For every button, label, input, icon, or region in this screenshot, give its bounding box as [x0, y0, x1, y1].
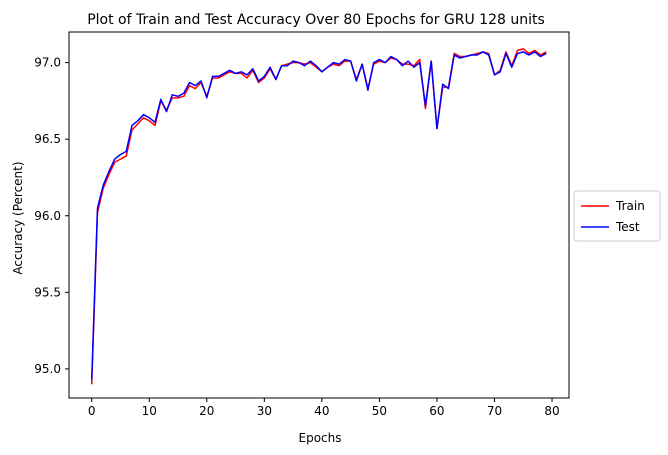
legend-label-test: Test	[615, 220, 640, 234]
y-tick-label: 96.5	[34, 132, 61, 146]
y-tick-label: 96.0	[34, 209, 61, 223]
x-tick-label: 80	[544, 404, 559, 418]
x-tick-label: 70	[487, 404, 502, 418]
legend: Train Test	[573, 190, 661, 242]
x-tick-label: 60	[429, 404, 444, 418]
plot-area: 0 10 20 30 40 50 60 70 80 95.0 95.5 96.0 96.5 97.0	[34, 31, 570, 418]
y-tick-label: 97.0	[34, 56, 61, 70]
x-tick-label: 20	[199, 404, 214, 418]
chart-title: Plot of Train and Test Accuracy Over 80 …	[87, 12, 545, 28]
plot-frame	[68, 31, 570, 399]
x-tick-label: 50	[372, 404, 387, 418]
y-tick-label: 95.0	[34, 362, 61, 376]
x-tick-label: 30	[257, 404, 272, 418]
x-tick-label: 0	[88, 404, 96, 418]
x-axis-label: Epochs	[299, 431, 342, 445]
y-tick-label: 95.5	[34, 285, 61, 299]
x-tick-label: 40	[314, 404, 329, 418]
legend-label-train: Train	[615, 199, 645, 213]
x-tick-label: 10	[142, 404, 157, 418]
legend-box	[573, 190, 661, 242]
y-axis-label: Accuracy (Percent)	[11, 161, 25, 274]
series-line-test	[90, 51, 547, 380]
